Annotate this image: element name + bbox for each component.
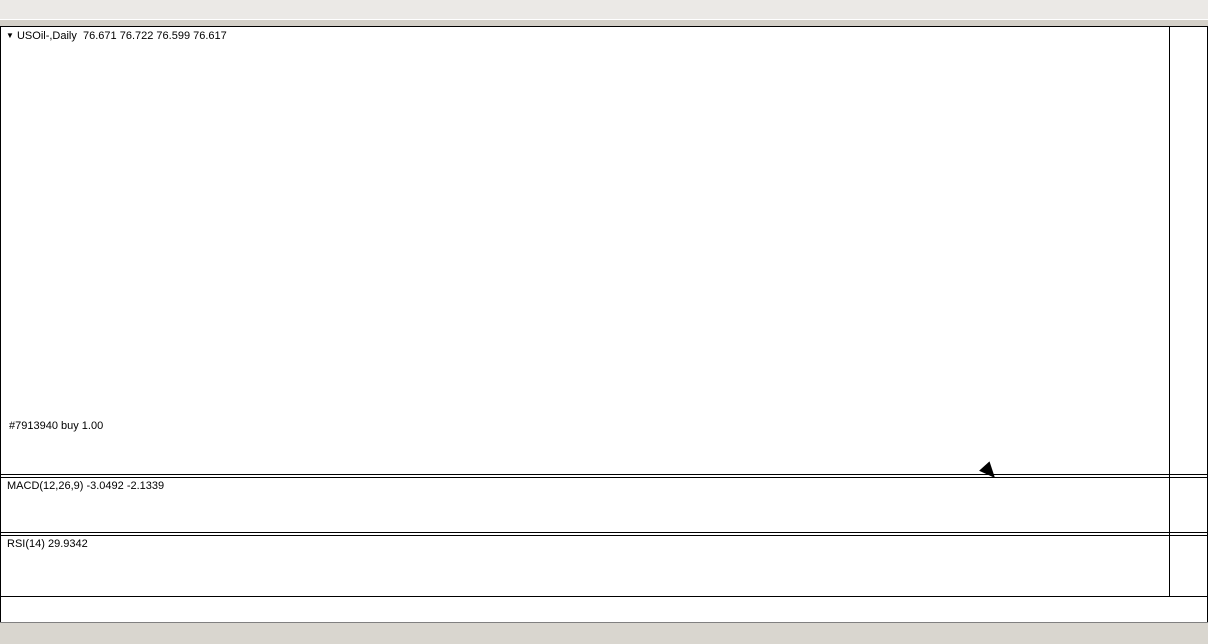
macd-label: MACD(12,26,9) -3.0492 -2.1339 xyxy=(7,480,165,492)
chart-window: ▼ USOil-,Daily 76.671 76.722 76.599 76.6… xyxy=(0,26,1208,623)
chart-title: ▼ USOil-,Daily 76.671 76.722 76.599 76.6… xyxy=(6,30,227,42)
timeframe-toolbar xyxy=(0,0,1208,20)
macd-canvas[interactable] xyxy=(1,478,1169,532)
chart-symbol-label: USOil-,Daily xyxy=(16,30,77,42)
panel-splitter[interactable] xyxy=(1,532,1207,533)
toolbar-gap xyxy=(0,20,1208,26)
panel-splitter xyxy=(1,596,1207,597)
panel-splitter[interactable] xyxy=(1,477,1207,478)
price-axis-separator xyxy=(1169,27,1170,596)
drawn-arrow-object[interactable] xyxy=(931,415,1011,487)
rsi-label: RSI(14) 29.9342 xyxy=(7,538,88,550)
main-chart-canvas[interactable] xyxy=(1,28,1169,474)
symbol-tab-bar xyxy=(0,622,1208,644)
rsi-canvas[interactable] xyxy=(1,536,1169,596)
panel-splitter[interactable] xyxy=(1,474,1207,475)
symbol-dropdown-icon[interactable]: ▼ xyxy=(6,31,14,40)
chart-ohlc-readout: 76.671 76.722 76.599 76.617 xyxy=(83,30,227,42)
panel-splitter[interactable] xyxy=(1,535,1207,536)
